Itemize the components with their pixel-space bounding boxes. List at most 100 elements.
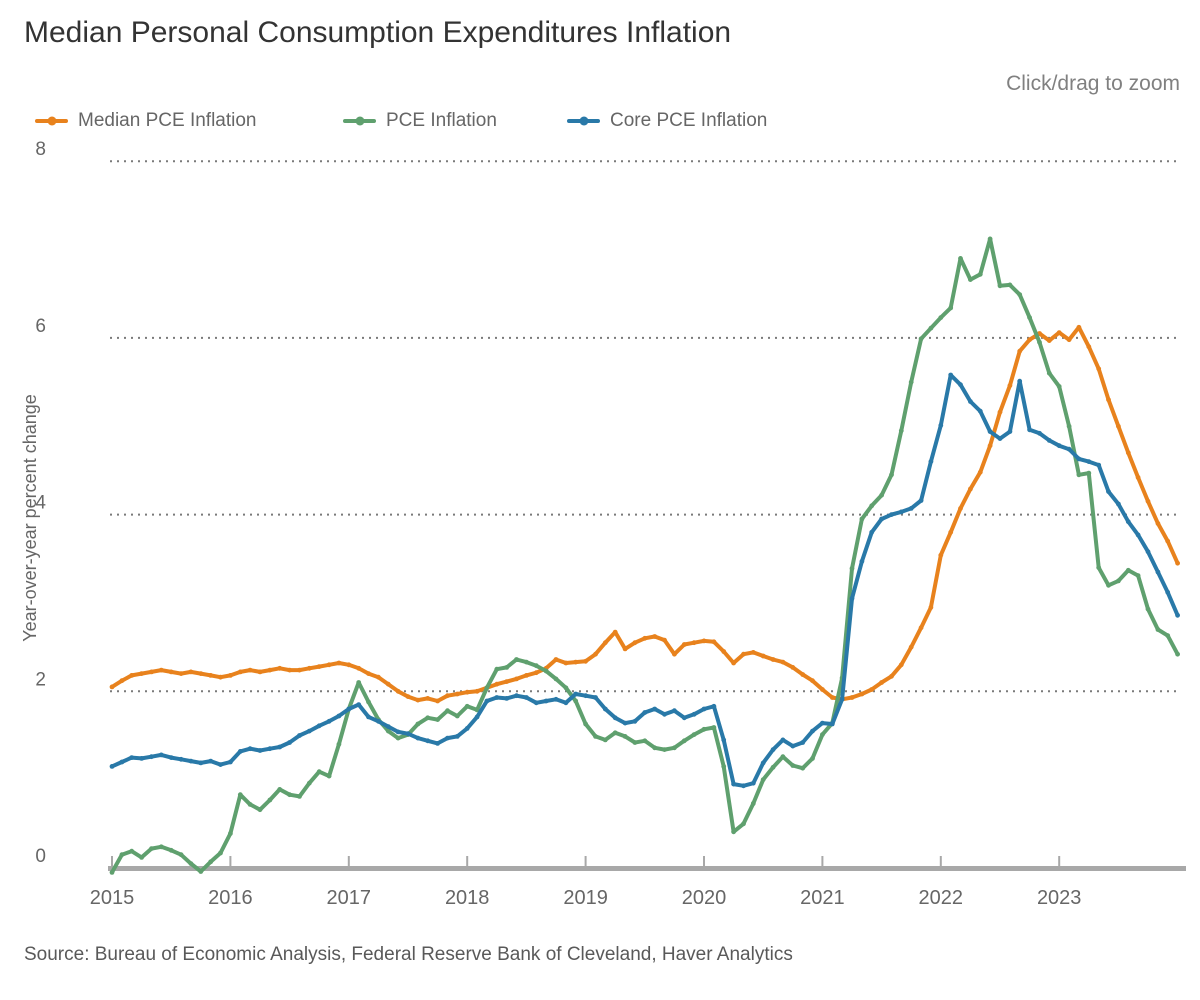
data-point-marker (1116, 423, 1121, 429)
data-point-marker (494, 695, 500, 700)
data-point-marker (662, 637, 667, 643)
data-point-marker (1086, 344, 1092, 350)
data-point-marker (1175, 560, 1180, 566)
data-point-marker (632, 740, 638, 745)
data-point-marker (533, 670, 539, 676)
x-tick-label-2017: 2017 (327, 887, 372, 909)
data-point-marker (346, 706, 352, 712)
data-point-marker (257, 807, 263, 813)
legend-label-median-pce: Median PCE Inflation (78, 110, 257, 131)
data-point-marker (760, 760, 766, 766)
data-point-marker (701, 706, 707, 712)
data-point-marker (198, 671, 204, 676)
legend-item-pce[interactable]: PCE Inflation (343, 108, 497, 134)
data-point-marker (681, 715, 687, 721)
data-point-marker (1046, 338, 1052, 343)
data-point-marker (780, 737, 786, 743)
x-tick-label-2023: 2023 (1037, 887, 1082, 909)
x-axis-tick-2017 (347, 856, 350, 866)
data-point-marker (297, 794, 302, 799)
data-point-marker (129, 673, 135, 678)
data-point-marker (968, 486, 973, 492)
data-point-marker (997, 409, 1003, 415)
data-point-marker (1155, 569, 1161, 575)
data-point-marker (849, 566, 855, 571)
data-point-marker (622, 720, 628, 726)
data-point-marker (997, 436, 1003, 441)
data-point-marker (662, 747, 667, 752)
data-point-marker (247, 746, 253, 752)
data-point-marker (168, 847, 174, 853)
data-point-marker (415, 735, 421, 741)
data-point-marker (435, 717, 440, 722)
data-point-marker (583, 658, 588, 664)
data-point-marker (395, 729, 401, 735)
x-tick-label-2018: 2018 (445, 887, 490, 909)
data-point-marker (494, 666, 500, 672)
data-point-marker (780, 754, 786, 760)
data-point-marker (435, 741, 440, 746)
data-point-marker (188, 669, 194, 675)
legend-item-core-pce[interactable]: Core PCE Inflation (567, 108, 767, 134)
data-point-marker (889, 472, 894, 478)
data-point-marker (563, 685, 569, 691)
data-point-marker (721, 649, 727, 654)
data-point-marker (918, 336, 924, 342)
data-point-marker (405, 731, 411, 737)
data-point-marker (1027, 427, 1032, 433)
data-point-marker (731, 781, 736, 787)
data-point-marker (277, 744, 283, 750)
data-point-marker (948, 305, 954, 311)
data-point-marker (306, 728, 312, 734)
legend-item-median-pce[interactable]: Median PCE Inflation (35, 108, 257, 134)
data-point-marker (977, 271, 983, 277)
data-point-marker (109, 764, 115, 769)
data-point-marker (750, 650, 756, 655)
data-point-marker (356, 665, 362, 671)
data-point-marker (760, 777, 766, 782)
data-point-marker (820, 687, 825, 692)
data-point-marker (524, 695, 529, 700)
x-tick-label-2021: 2021 (800, 887, 845, 909)
data-point-marker (632, 640, 638, 646)
data-point-marker (800, 672, 806, 677)
data-point-marker (1007, 383, 1013, 388)
data-point-marker (366, 671, 371, 676)
data-point-marker (898, 509, 904, 515)
data-point-marker (553, 696, 559, 702)
data-point-marker (810, 678, 815, 684)
data-point-marker (346, 662, 352, 668)
data-point-marker (1086, 470, 1092, 476)
data-point-marker (405, 694, 411, 699)
data-point-marker (178, 756, 184, 762)
data-point-marker (524, 673, 529, 678)
data-point-marker (1076, 324, 1082, 330)
data-point-marker (711, 639, 717, 645)
data-point-marker (149, 669, 154, 675)
data-point-marker (1145, 498, 1151, 504)
data-point-marker (425, 738, 431, 744)
data-point-marker (385, 724, 391, 729)
data-point-marker (1076, 456, 1082, 462)
data-point-marker (859, 516, 865, 522)
data-point-marker (672, 745, 677, 751)
data-point-marker (326, 662, 332, 668)
data-point-marker (1135, 532, 1141, 538)
data-point-marker (908, 379, 914, 385)
data-point-marker (247, 802, 253, 807)
data-point-marker (287, 667, 292, 673)
data-point-marker (198, 760, 204, 766)
data-point-marker (237, 792, 243, 798)
data-point-marker (652, 745, 658, 751)
data-point-marker (326, 773, 332, 779)
data-point-marker (691, 640, 697, 646)
data-point-marker (1066, 337, 1072, 343)
data-point-marker (731, 660, 736, 666)
data-point-marker (987, 443, 993, 449)
data-point-marker (1116, 578, 1121, 584)
data-point-marker (968, 277, 973, 282)
data-point-marker (178, 852, 184, 858)
data-point-marker (464, 726, 470, 731)
data-point-marker (366, 699, 371, 705)
